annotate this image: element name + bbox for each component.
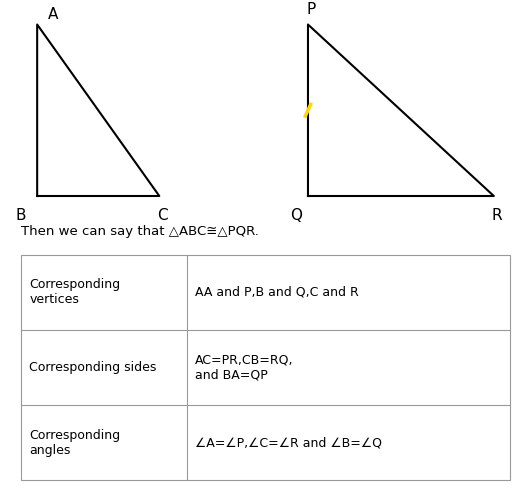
Text: Q: Q	[290, 208, 302, 223]
Text: A: A	[48, 7, 58, 22]
Text: Corresponding sides: Corresponding sides	[29, 361, 157, 374]
Text: C: C	[157, 208, 167, 223]
Text: Corresponding
angles: Corresponding angles	[29, 429, 121, 457]
Text: Corresponding
vertices: Corresponding vertices	[29, 278, 121, 306]
Text: R: R	[491, 208, 502, 223]
Text: B: B	[16, 208, 27, 223]
Text: P: P	[306, 2, 315, 17]
Text: Then we can say that △ABC≅△PQR.: Then we can say that △ABC≅△PQR.	[21, 224, 259, 238]
Text: AC=PR,CB=RQ,
and BA=QP: AC=PR,CB=RQ, and BA=QP	[195, 353, 294, 382]
Text: AA and P,B and Q,C and R: AA and P,B and Q,C and R	[195, 286, 359, 299]
Bar	[21, 255, 510, 480]
Text: ∠A=∠P,∠C=∠R and ∠B=∠Q: ∠A=∠P,∠C=∠R and ∠B=∠Q	[195, 436, 382, 449]
